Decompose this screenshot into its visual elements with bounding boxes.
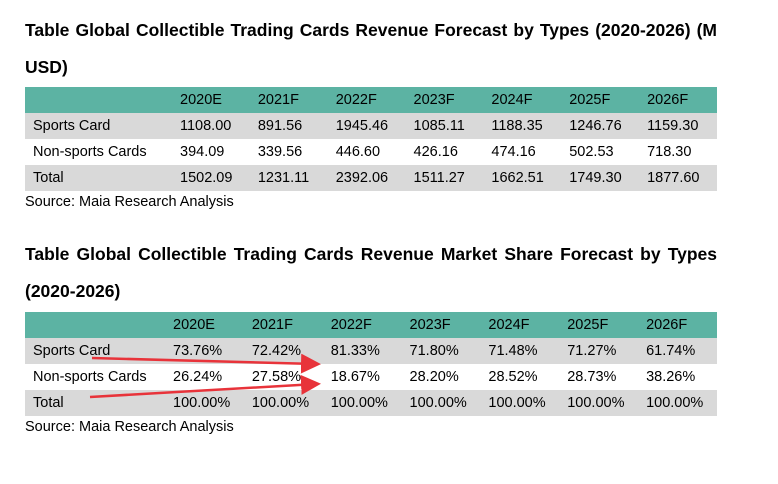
table-row: Sports Card 73.76% 72.42% 81.33% 71.80% …	[25, 338, 717, 364]
header-cell: 2022F	[322, 312, 402, 338]
table-cell: 100.00%	[322, 390, 402, 416]
header-cell: 2020E	[172, 87, 250, 113]
table-cell: 474.16	[483, 139, 562, 165]
table-cell: 61.74%	[638, 338, 717, 364]
header-cell: 2023F	[401, 312, 481, 338]
table-cell: 28.52%	[480, 364, 560, 390]
table-cell: 394.09	[172, 139, 250, 165]
table-cell: 81.33%	[322, 338, 402, 364]
table-cell: 1511.27	[405, 165, 484, 191]
table-cell: 18.67%	[322, 364, 402, 390]
row-label: Non-sports Cards	[25, 139, 172, 165]
table2-source: Source: Maia Research Analysis	[25, 419, 234, 435]
table-cell: 1231.11	[249, 165, 328, 191]
table-cell: 100.00%	[559, 390, 639, 416]
revenue-forecast-table: 2020E 2021F 2022F 2023F 2024F 2025F 2026…	[25, 87, 717, 191]
table-header-row: 2020E 2021F 2022F 2023F 2024F 2025F 2026…	[25, 312, 717, 338]
table-row: Total 1502.09 1231.11 2392.06 1511.27 16…	[25, 165, 717, 191]
table-cell: 72.42%	[243, 338, 323, 364]
table-cell: 100.00%	[165, 390, 244, 416]
table-cell: 1945.46	[327, 113, 406, 139]
table-header-row: 2020E 2021F 2022F 2023F 2024F 2025F 2026…	[25, 87, 717, 113]
header-cell: 2022F	[327, 87, 406, 113]
row-label: Total	[25, 165, 172, 191]
header-cell	[25, 312, 165, 338]
row-label: Sports Card	[25, 338, 165, 364]
header-cell: 2023F	[405, 87, 484, 113]
header-cell: 2021F	[249, 87, 328, 113]
row-label: Non-sports Cards	[25, 364, 165, 390]
table-cell: 100.00%	[638, 390, 717, 416]
header-cell: 2025F	[561, 87, 640, 113]
table1-title: Table Global Collectible Trading Cards R…	[25, 20, 717, 77]
table-cell: 28.73%	[559, 364, 639, 390]
header-cell: 2024F	[480, 312, 560, 338]
table-row: Non-sports Cards 26.24% 27.58% 18.67% 28…	[25, 364, 717, 390]
header-cell: 2024F	[483, 87, 562, 113]
table-cell: 71.48%	[480, 338, 560, 364]
table-cell: 1749.30	[561, 165, 640, 191]
table-cell: 1188.35	[483, 113, 562, 139]
table1-source: Source: Maia Research Analysis	[25, 194, 234, 210]
table-cell: 339.56	[249, 139, 328, 165]
annotation-arrow	[89, 374, 321, 399]
header-cell: 2021F	[243, 312, 323, 338]
table2-title: Table Global Collectible Trading Cards R…	[25, 244, 717, 301]
table-cell: 100.00%	[401, 390, 481, 416]
table-cell: 426.16	[405, 139, 484, 165]
annotation-arrow	[91, 353, 321, 374]
header-cell: 2026F	[638, 312, 717, 338]
table-row: Non-sports Cards 394.09 339.56 446.60 42…	[25, 139, 717, 165]
table-cell: 1877.60	[639, 165, 717, 191]
row-label: Sports Card	[25, 113, 172, 139]
table-row: Sports Card 1108.00 891.56 1945.46 1085.…	[25, 113, 717, 139]
header-cell: 2026F	[639, 87, 717, 113]
table-cell: 1108.00	[172, 113, 250, 139]
header-cell: 2025F	[559, 312, 639, 338]
table-cell: 1662.51	[483, 165, 562, 191]
table-cell: 718.30	[639, 139, 717, 165]
table-cell: 1085.11	[405, 113, 484, 139]
table-cell: 71.80%	[401, 338, 481, 364]
market-share-table: 2020E 2021F 2022F 2023F 2024F 2025F 2026…	[25, 312, 717, 416]
table-cell: 1502.09	[172, 165, 250, 191]
table-cell: 502.53	[561, 139, 640, 165]
table-cell: 2392.06	[327, 165, 406, 191]
table-cell: 1159.30	[639, 113, 717, 139]
table-cell: 38.26%	[638, 364, 717, 390]
table-cell: 891.56	[249, 113, 328, 139]
table-cell: 446.60	[327, 139, 406, 165]
table-cell: 100.00%	[480, 390, 560, 416]
header-cell	[25, 87, 172, 113]
table-cell: 1246.76	[561, 113, 640, 139]
table-cell: 28.20%	[401, 364, 481, 390]
table-cell: 71.27%	[559, 338, 639, 364]
table-cell: 26.24%	[165, 364, 244, 390]
header-cell: 2020E	[165, 312, 244, 338]
